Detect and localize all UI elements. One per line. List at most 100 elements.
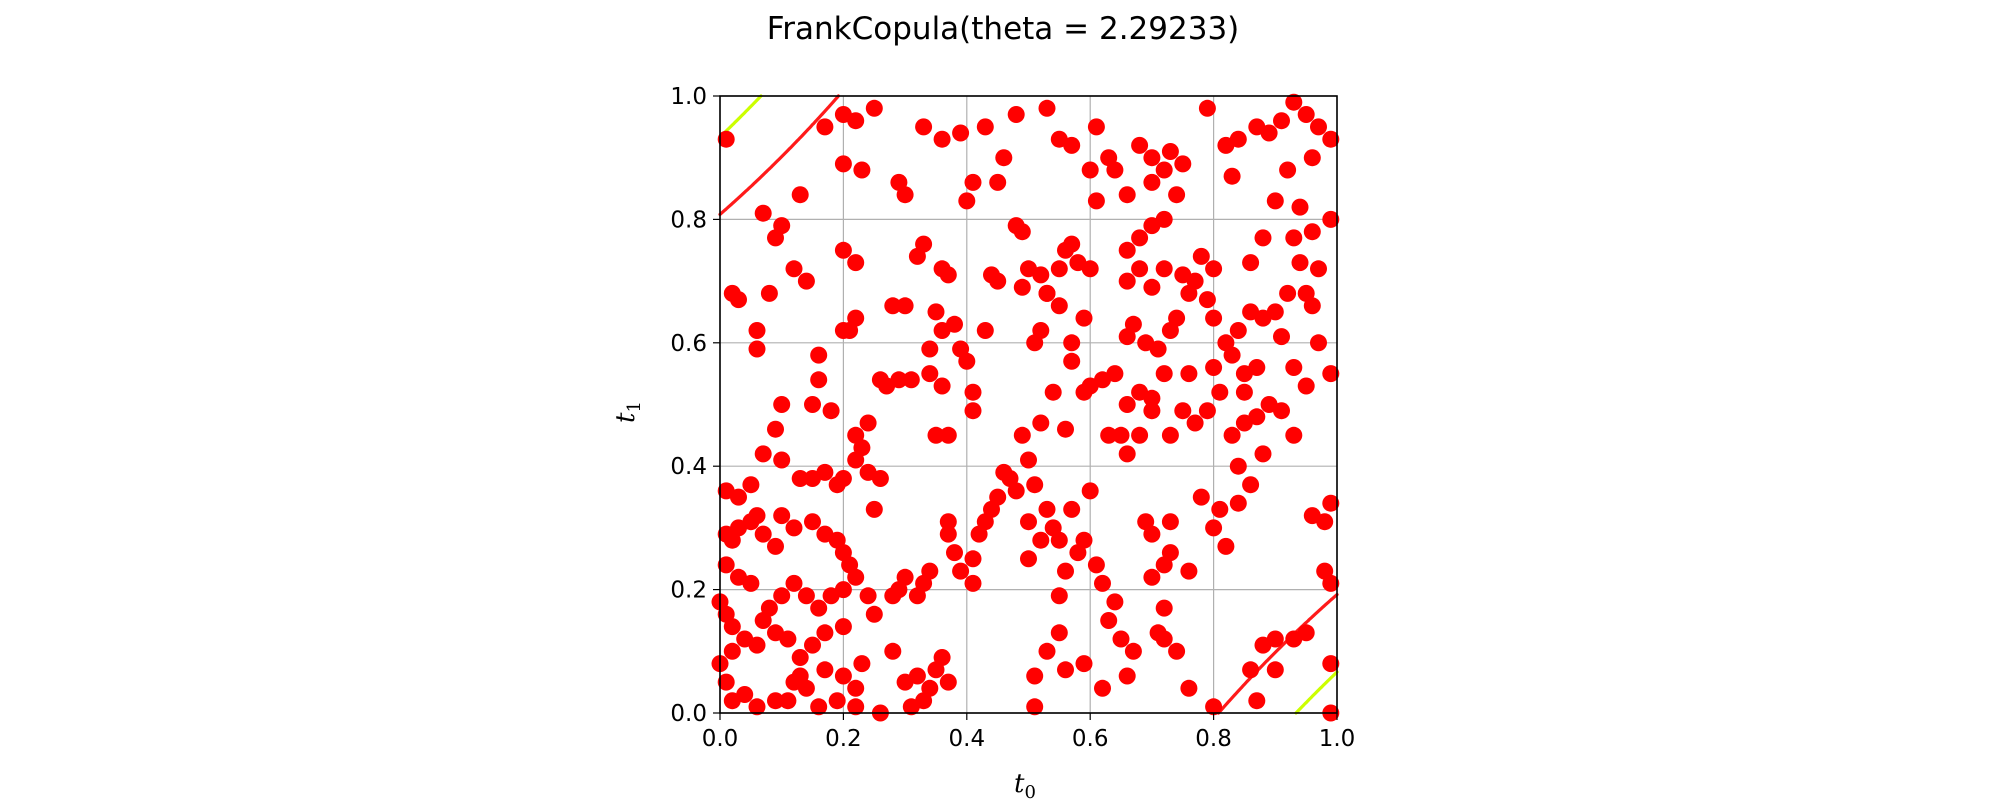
scatter-point	[952, 562, 970, 580]
scatter-point	[964, 383, 982, 401]
scatter-point	[1137, 513, 1155, 531]
scatter-point	[995, 149, 1013, 167]
scatter-point	[754, 525, 772, 543]
scatter-point	[828, 476, 846, 494]
scatter-point	[921, 340, 939, 358]
scatter-point	[1229, 457, 1247, 475]
scatter-point	[1242, 661, 1260, 679]
scatter-point	[1081, 482, 1099, 500]
scatter-point	[1180, 365, 1198, 383]
scatter-point	[1149, 340, 1167, 358]
scatter-point	[1168, 642, 1186, 660]
scatter-point	[1106, 365, 1124, 383]
x-tick-label: 1.0	[1319, 726, 1356, 752]
scatter-point	[1322, 655, 1340, 673]
scatter-point	[1063, 136, 1081, 154]
scatter-point	[791, 186, 809, 204]
scatter-point	[1007, 217, 1025, 235]
scatter-point	[1143, 173, 1161, 191]
scatter-point	[723, 642, 741, 660]
scatter-point	[1100, 426, 1118, 444]
scatter-point	[927, 426, 945, 444]
scatter-point	[890, 371, 908, 389]
scatter-point	[1038, 284, 1056, 302]
x-tick-label: 0.0	[702, 726, 739, 752]
scatter-point	[1050, 587, 1068, 605]
scatter-point	[1198, 402, 1216, 420]
scatter-point	[853, 655, 871, 673]
scatter-point	[1063, 334, 1081, 352]
scatter-point	[748, 340, 766, 358]
scatter-point	[902, 698, 920, 716]
scatter-point	[773, 396, 791, 413]
scatter-point	[859, 463, 877, 481]
scatter-point	[1143, 568, 1161, 586]
scatter-point	[1118, 186, 1136, 204]
scatter-point	[847, 451, 865, 469]
scatter-point	[908, 587, 926, 605]
scatter-point	[773, 507, 791, 525]
scatter-point	[1026, 698, 1044, 716]
scatter-point	[1211, 383, 1229, 401]
scatter-point	[1322, 130, 1340, 148]
scatter-point	[1050, 260, 1068, 278]
scatter-point	[1032, 531, 1050, 549]
scatter-point	[1063, 500, 1081, 518]
scatter-point	[939, 426, 957, 444]
scatter-point	[1075, 309, 1093, 327]
scatter-point	[754, 204, 772, 222]
scatter-point	[717, 673, 735, 691]
scatter-point	[1075, 531, 1093, 549]
scatter-point	[1038, 99, 1056, 117]
scatter-point	[1297, 284, 1315, 302]
scatter-point	[1266, 303, 1284, 321]
scatter-point	[853, 161, 871, 179]
y-tick-label: 0.0	[670, 701, 707, 727]
scatter-point	[1229, 494, 1247, 512]
scatter-point	[884, 297, 902, 315]
scatter-point	[946, 315, 963, 333]
scatter-point	[834, 581, 852, 599]
scatter-point	[1229, 322, 1247, 339]
scatter-point	[1205, 260, 1223, 278]
scatter-point	[1124, 642, 1142, 660]
scatter-point	[1310, 118, 1327, 136]
scatter-point	[1223, 426, 1241, 444]
scatter-point	[964, 574, 982, 592]
scatter-point	[717, 556, 735, 574]
scatter-points	[711, 93, 1340, 722]
scatter-point	[1057, 661, 1074, 679]
scatter-point	[773, 451, 791, 469]
x-axis-ticks: 0.0 0.2 0.4 0.6 0.8 1.0	[702, 713, 1356, 752]
scatter-point	[1131, 426, 1149, 444]
scatter-point	[1020, 451, 1037, 469]
scatter-point	[1242, 476, 1260, 494]
scatter-point	[1118, 396, 1136, 413]
scatter-point	[1223, 346, 1241, 364]
scatter-point	[1291, 198, 1309, 216]
scatter-point	[828, 692, 846, 710]
scatter-point	[1303, 149, 1321, 167]
scatter-point	[1174, 155, 1192, 173]
scatter-point	[834, 241, 852, 259]
scatter-point	[1081, 161, 1099, 179]
scatter-point	[1057, 562, 1074, 580]
scatter-point	[1106, 593, 1124, 611]
scatter-point	[1322, 574, 1340, 592]
scatter-point	[1192, 488, 1210, 506]
scatter-point	[1322, 494, 1340, 512]
scatter-point	[1297, 377, 1315, 395]
scatter-point	[1229, 130, 1247, 148]
scatter-point	[730, 568, 747, 586]
scatter-point	[902, 371, 920, 389]
scatter-point	[748, 507, 766, 525]
scatter-point	[785, 673, 803, 691]
scatter-point	[1254, 636, 1272, 654]
scatter-point	[810, 346, 828, 364]
scatter-point	[1106, 161, 1124, 179]
x-axis-label: t0	[1014, 769, 1036, 800]
scatter-point	[933, 130, 951, 148]
scatter-point	[754, 445, 772, 463]
scatter-point	[1198, 99, 1216, 117]
